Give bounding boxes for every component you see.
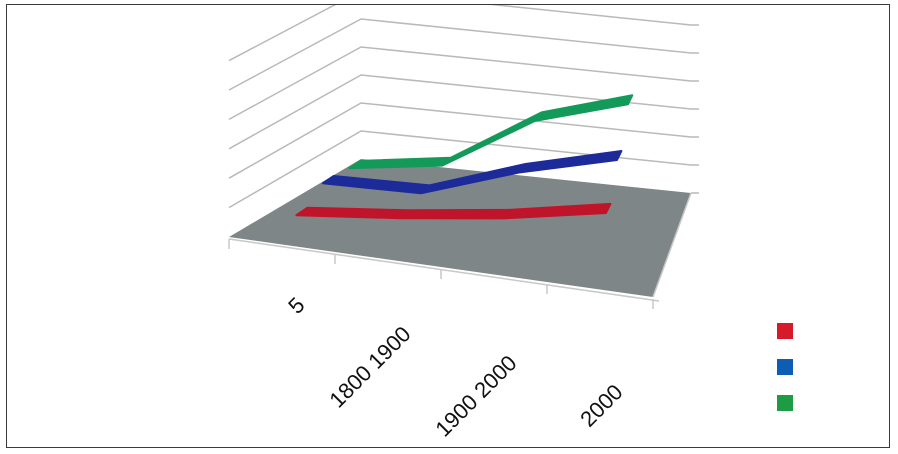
gridline [229, 47, 691, 119]
gridline [229, 75, 691, 149]
legend-item-series-3 [777, 385, 793, 421]
x-tick-label: 1900 2000 [430, 350, 521, 441]
x-tick-label: 5 [283, 292, 309, 318]
legend-item-series-2 [777, 349, 793, 385]
gridline [229, 19, 691, 90]
x-tick-label: 2000 [575, 379, 627, 431]
legend-swatch-blue [777, 359, 793, 375]
chart-frame: 5 1800 1900 1900 2000 2000 [6, 4, 890, 448]
legend-swatch-red [777, 323, 793, 339]
x-tick-label: 1800 1900 [324, 321, 415, 412]
legend-swatch-green [777, 395, 793, 411]
legend [777, 313, 793, 421]
chart-plot: 5 1800 1900 1900 2000 2000 [7, 5, 891, 449]
legend-item-series-1 [777, 313, 793, 349]
